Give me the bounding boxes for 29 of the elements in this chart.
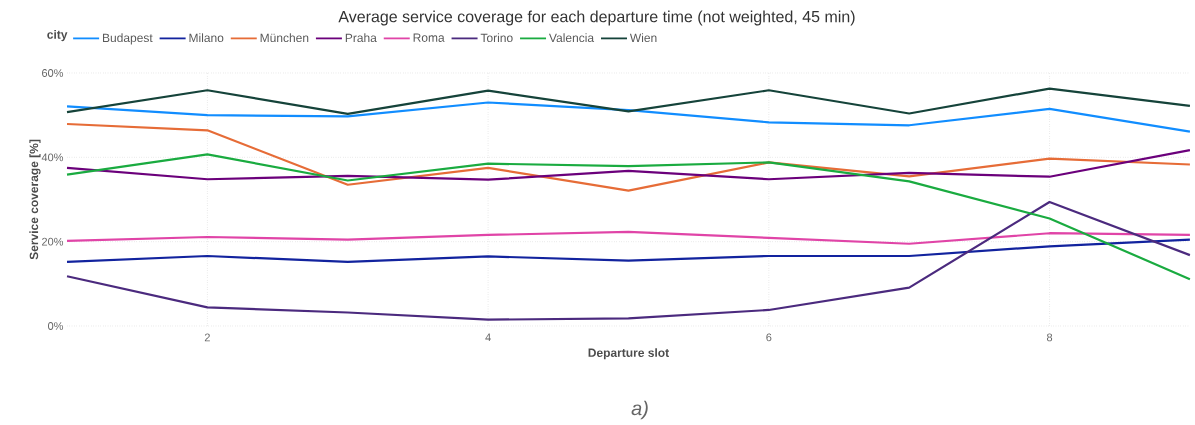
line-series bbox=[65, 101, 1192, 133]
legend-label: Roma bbox=[413, 33, 445, 42]
x-axis-title: Departure slot bbox=[588, 348, 669, 360]
text: a) bbox=[631, 400, 648, 420]
x-tick-label: 6 bbox=[766, 333, 772, 342]
legend-label: Wien bbox=[629, 33, 657, 43]
legend-label: Torino bbox=[480, 33, 513, 43]
y-tick-label: 40% bbox=[41, 153, 64, 162]
legend-label: Praha bbox=[345, 33, 377, 43]
line-series bbox=[65, 122, 1192, 192]
line-series bbox=[65, 200, 1192, 321]
legend-label: Budapest bbox=[103, 33, 153, 45]
x-tick-label: 2 bbox=[204, 333, 210, 342]
y-tick-label: 0% bbox=[48, 322, 64, 330]
legend-label: Milano bbox=[189, 33, 224, 43]
x-tick-label: 8 bbox=[1046, 333, 1053, 342]
chart-title: Average service coverage for each departure time (not weighted, 45 min) bbox=[338, 10, 855, 26]
legend-label: München bbox=[260, 33, 309, 43]
line-series bbox=[65, 238, 1192, 263]
line-series bbox=[65, 149, 1192, 181]
y-axis-title: Service coverage [%] bbox=[29, 139, 41, 260]
line-series bbox=[65, 153, 1192, 281]
y-tick-label: 20% bbox=[42, 237, 64, 246]
line-series bbox=[65, 230, 1192, 245]
legend-title: city bbox=[47, 29, 68, 42]
line-series bbox=[65, 87, 1192, 115]
y-tick-label: 60% bbox=[42, 69, 64, 77]
x-tick-label: 4 bbox=[485, 333, 491, 342]
legend-label: Valencia bbox=[548, 33, 595, 43]
